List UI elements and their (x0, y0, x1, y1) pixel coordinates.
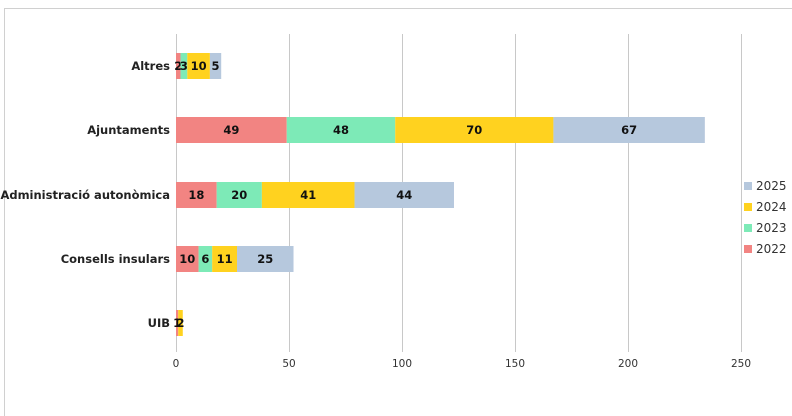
bar-2022-2 (176, 182, 217, 208)
bar-2025-2 (354, 182, 454, 208)
x-tick-label-200: 200 (618, 358, 638, 370)
data-label-2023-0: 3 (180, 59, 188, 73)
legend-label-2023: 2023 (756, 221, 787, 235)
data-label-2024-0: 10 (191, 59, 207, 73)
data-label-2022-2: 18 (188, 188, 204, 202)
data-label-2023-1: 48 (333, 123, 349, 137)
category-label-1: Ajuntaments (87, 123, 170, 137)
data-label-2022-3: 10 (179, 252, 195, 266)
data-label-2025-1: 67 (621, 123, 637, 137)
data-label-2024-4: 2 (177, 316, 185, 330)
bar-2022-4 (176, 310, 179, 336)
category-label-4: UIB (148, 316, 170, 330)
chart-frame (4, 8, 792, 416)
legend-swatch-2022 (744, 245, 752, 253)
x-tick-label-150: 150 (505, 358, 525, 370)
data-label-2023-3: 6 (201, 252, 209, 266)
bar-2024-1 (395, 117, 554, 143)
bar-2023-3 (198, 246, 213, 272)
category-label-3: Consells insulars (61, 252, 170, 266)
bar-2025-1 (553, 117, 705, 143)
x-tick-label-250: 250 (731, 358, 751, 370)
legend-swatch-2025 (744, 182, 752, 190)
legend-label-2025: 2025 (756, 179, 787, 193)
legend-swatch-2023 (744, 224, 752, 232)
data-label-2022-1: 49 (223, 123, 239, 137)
bar-2024-2 (261, 182, 355, 208)
legend-label-2022: 2022 (756, 242, 787, 256)
legend-label-2024: 2024 (756, 200, 787, 214)
x-tick-label-50: 50 (282, 358, 295, 370)
category-label-2: Administració autonòmica (0, 188, 170, 202)
data-label-2024-1: 70 (466, 123, 482, 137)
bar-2024-4 (178, 310, 183, 336)
bar-2023-0 (180, 53, 188, 79)
bar-2024-3 (212, 246, 238, 272)
category-label-0: Altres (131, 59, 170, 73)
data-label-2025-0: 5 (212, 59, 220, 73)
data-label-2023-2: 20 (231, 188, 247, 202)
data-label-2025-2: 44 (396, 188, 412, 202)
legend-swatch-2024 (744, 203, 752, 211)
data-label-2024-2: 41 (300, 188, 316, 202)
bar-2023-1 (286, 117, 396, 143)
bar-2022-0 (176, 53, 181, 79)
bar-2024-0 (187, 53, 210, 79)
bar-2025-3 (237, 246, 294, 272)
bar-2022-1 (176, 117, 287, 143)
data-label-2024-3: 11 (217, 252, 233, 266)
bar-2023-2 (216, 182, 262, 208)
data-label-2022-0: 2 (174, 59, 182, 73)
x-tick-label-0: 0 (173, 358, 180, 370)
bar-2025-0 (209, 53, 222, 79)
bar-2022-3 (176, 246, 199, 272)
data-label-2022-4: 1 (173, 316, 181, 330)
x-tick-label-100: 100 (392, 358, 412, 370)
data-label-2025-3: 25 (257, 252, 273, 266)
